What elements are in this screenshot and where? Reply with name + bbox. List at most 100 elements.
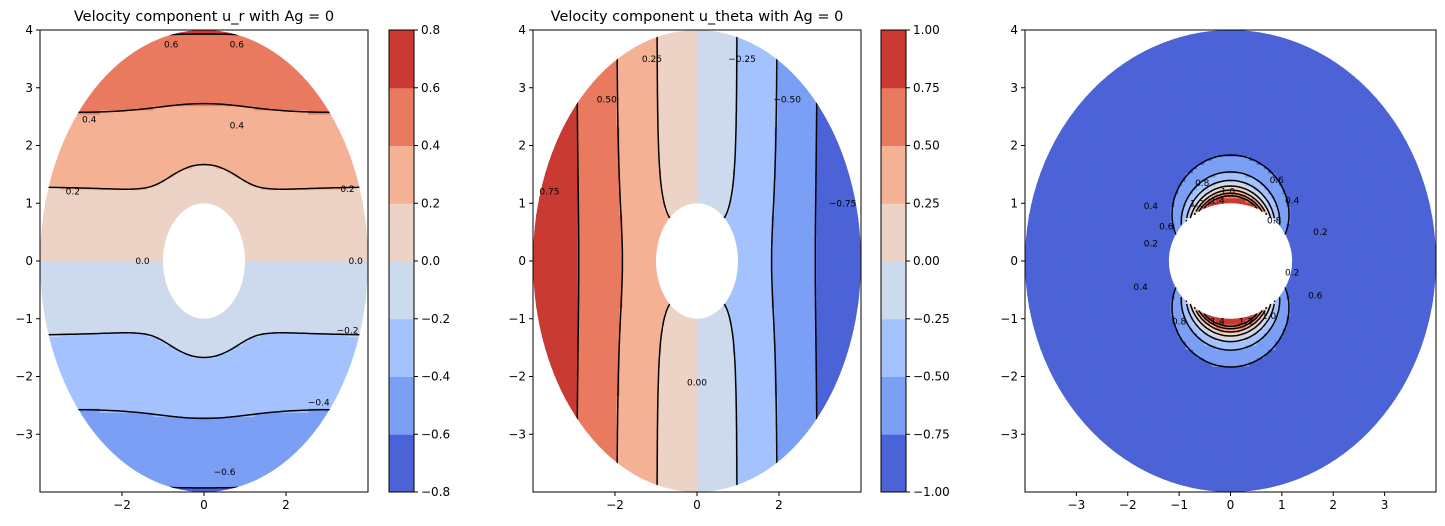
y-tick-label: −2 [15,370,33,384]
contour-label: 0.75 [539,188,559,198]
y-tick-label: 1 [518,196,526,210]
colorbar-bin [881,87,906,146]
colorbar-tick-label: −0.2 [421,312,450,326]
contour-label: 1.0 [1262,312,1277,322]
contour-label: 0.4 [1285,196,1300,206]
contour-label: 1.4 [1210,318,1225,328]
colorbar-bin [389,434,414,493]
contour-label: 0.6 [164,40,179,50]
contour-label: −0.75 [829,199,857,209]
colorbar-tick-label: 0.4 [421,139,440,153]
chart-title: Velocity component u_r with Ag = 0 [74,9,334,25]
x-tick-label: 2 [775,498,783,512]
contour-label: −0.50 [773,95,801,105]
x-tick-label: −1 [1170,498,1188,512]
y-tick-label: −2 [508,370,526,384]
y-tick-label: 0 [1010,254,1018,268]
colorbar-tick-label: 0.25 [913,196,940,210]
colorbar-tick-label: −0.25 [913,312,950,326]
contour-label: 1.2 [1190,199,1204,209]
colorbar-bin [881,376,906,435]
colorbar-tick-label: 1.00 [913,23,940,37]
y-tick-label: 4 [25,23,33,37]
contour-label: −0.25 [728,55,756,65]
colorbar-bin [881,145,906,204]
contour-label: 0.00 [687,378,707,388]
y-tick-label: −1 [15,312,33,326]
colorbar-bin [389,87,414,146]
contour-line-m0p5 [770,30,778,492]
contour-label: 1.2 [1239,318,1253,328]
contour-label: 0.4 [1144,202,1159,212]
cylinder-hole [1168,203,1293,319]
colorbar-tick-label: 0.8 [421,23,440,37]
colorbar-tick-label: 0.2 [421,196,440,210]
colorbar: 0.8 0.6 0.4 0.2 0.0 −0.2 −0.4 −0.6 −0.8 [388,23,450,499]
colorbar-bin [389,318,414,377]
x-tick-label: −2 [113,498,131,512]
x-tick-label: 0 [693,498,701,512]
contour-label: 0.4 [230,121,245,131]
contour-label: 0.4 [1133,283,1148,293]
colorbar-bin [881,203,906,262]
y-tick-label: −3 [508,427,526,441]
y-tick-label: 2 [25,139,33,153]
y-tick-label: −1 [1000,312,1018,326]
colorbar-bin [389,145,414,204]
y-tick-label: 2 [1010,139,1018,153]
colorbar-tick-label: −0.4 [421,370,450,384]
y-tick-label: −1 [508,312,526,326]
contour-label: 1.0 [1221,188,1236,198]
contour-label: 0.6 [1308,292,1323,302]
colorbar-bin [881,318,906,377]
y-tick-label: −3 [15,427,33,441]
contour-label: 0.2 [1144,240,1158,250]
contour-line-0p8 [1189,185,1272,337]
contour-label: 0.8 [1267,217,1282,227]
contour-line-1 [1193,189,1268,333]
contour-label: 0.2 [1313,228,1327,238]
colorbar-tick-label: 0.00 [913,254,940,268]
y-tick-label: 3 [25,81,33,95]
contour-line-1p2 [1198,192,1263,330]
colorbar-bin [389,30,414,89]
x-tick-label: −2 [606,498,624,512]
x-tick-label: 1 [1278,498,1286,512]
contour-label: −0.2 [337,326,359,336]
y-tick-label: 3 [518,81,526,95]
contour-label: 0.2 [340,185,354,195]
colorbar-tick-label: 0.50 [913,139,940,153]
x-tick-label: 0 [200,498,208,512]
colorbar-bin [389,203,414,262]
contour-label: 0.8 [1195,179,1210,189]
colorbar-bin [881,434,906,493]
y-tick-label: 4 [518,23,526,37]
contour-label: 1.4 [1210,196,1225,206]
colorbar-tick-label: −0.8 [421,485,450,499]
contour-label: 0.4 [82,116,97,126]
contour-label: 0.2 [66,188,80,198]
chart-3: 0.81.00.60.40.20.40.60.21.2 1.40.80.20.60… [1000,23,1437,512]
contour-label: 0.6 [230,40,245,50]
colorbar: 1.00 0.75 0.50 0.25 0.00 −0.25 −0.50 −0.75 −1.00 [880,23,950,499]
y-tick-label: 4 [1010,23,1018,37]
colorbar-bin [389,261,414,320]
contour-line-0p4 [1180,171,1281,351]
contour-label: 0.2 [1285,269,1299,279]
chart-title: Velocity component u_theta with Ag = 0 [551,9,844,25]
contour-label: 0.25 [642,55,662,65]
contour-line-0p6 [1185,179,1276,343]
contour-label: −0.4 [308,398,330,408]
contour-line-m0p25 [723,30,738,492]
y-tick-label: −3 [1000,427,1018,441]
contour-label: −0.6 [214,468,236,478]
y-tick-label: 2 [518,139,526,153]
contour-line-0p2 [1171,154,1290,368]
y-tick-label: 1 [1010,196,1018,210]
colorbar-tick-label: −0.6 [421,427,450,441]
x-tick-label: 3 [1381,498,1389,512]
contour-lines [1171,154,1290,368]
x-tick-label: 2 [1329,498,1337,512]
colorbar-bin [881,261,906,320]
